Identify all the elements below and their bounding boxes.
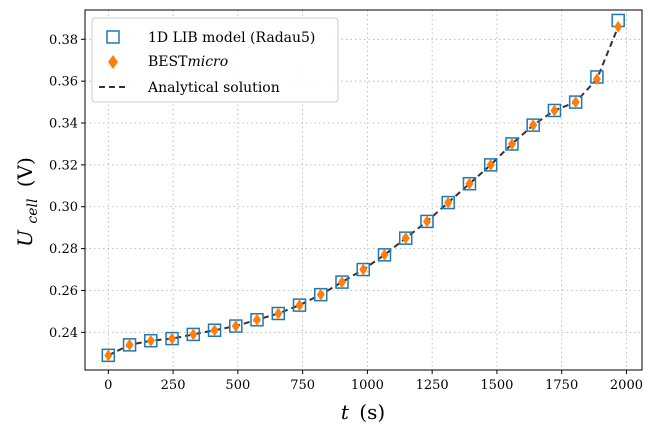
legend: 1D LIB model (Radau5) BESTmicro Analytic… bbox=[91, 17, 339, 103]
x-axis-label: t (s) bbox=[341, 400, 385, 424]
legend-label-bestmicro: BESTmicro bbox=[148, 54, 228, 70]
bestmicro-point bbox=[125, 338, 134, 351]
bestmicro-point bbox=[592, 73, 601, 86]
y-tick-label: 0.34 bbox=[49, 117, 78, 132]
x-axis-unit: (s) bbox=[359, 400, 385, 424]
y-axis-label: U cell (V) bbox=[13, 157, 42, 247]
legend-square-icon bbox=[106, 30, 120, 44]
bestmicro-point bbox=[295, 299, 304, 312]
x-tick-label: 1000 bbox=[351, 378, 384, 393]
bestmicro-point bbox=[146, 334, 155, 347]
radau5-markers bbox=[101, 13, 625, 363]
y-axis-ticks: 0.24 0.26 0.28 0.30 0.32 0.34 0.36 0.38 bbox=[49, 33, 85, 341]
y-axis-symbol: U bbox=[13, 229, 37, 247]
bestmicro-point bbox=[507, 137, 516, 150]
x-tick-label: 2000 bbox=[610, 378, 643, 393]
bestmicro-point bbox=[337, 276, 346, 289]
x-tick-label: 1500 bbox=[480, 378, 513, 393]
y-tick-label: 0.30 bbox=[49, 200, 78, 215]
legend-box bbox=[91, 17, 339, 103]
x-tick-label: 1250 bbox=[416, 378, 449, 393]
bestmicro-point bbox=[210, 324, 219, 337]
bestmicro-point bbox=[486, 158, 495, 171]
plot-frame bbox=[84, 9, 643, 371]
bestmicro-point bbox=[359, 263, 368, 276]
bestmicro-point bbox=[550, 104, 559, 117]
bestmicro-point bbox=[529, 119, 538, 132]
bestmicro-point bbox=[316, 288, 325, 301]
bestmicro-point bbox=[253, 313, 262, 326]
legend-label-radau5: 1D LIB model (Radau5) bbox=[148, 30, 315, 46]
y-tick-label: 0.28 bbox=[49, 242, 78, 257]
bestmicro-point bbox=[444, 196, 453, 209]
bestmicro-point bbox=[614, 20, 623, 33]
bestmicro-markers bbox=[104, 20, 623, 362]
y-tick-label: 0.32 bbox=[49, 158, 78, 173]
y-axis-unit: (V) bbox=[13, 157, 37, 187]
bestmicro-point bbox=[189, 328, 198, 341]
bestmicro-point bbox=[571, 96, 580, 109]
bestmicro-point bbox=[274, 307, 283, 320]
x-tick-label: 250 bbox=[161, 378, 186, 393]
x-tick-label: 0 bbox=[104, 378, 112, 393]
x-axis-ticks: 0 250 500 750 1000 1250 1500 1750 2000 bbox=[104, 370, 643, 393]
bestmicro-point bbox=[231, 320, 240, 333]
bestmicro-point bbox=[401, 232, 410, 245]
y-tick-label: 0.26 bbox=[49, 284, 78, 299]
x-tick-label: 1750 bbox=[545, 378, 578, 393]
legend-diamond-icon bbox=[108, 55, 118, 69]
bestmicro-point bbox=[465, 177, 474, 190]
bestmicro-point bbox=[422, 215, 431, 228]
bestmicro-point bbox=[168, 332, 177, 345]
legend-label-analytical: Analytical solution bbox=[147, 80, 280, 96]
bestmicro-point bbox=[104, 349, 113, 362]
y-tick-label: 0.38 bbox=[49, 33, 78, 48]
x-tick-label: 750 bbox=[290, 378, 315, 393]
x-tick-label: 500 bbox=[225, 378, 250, 393]
y-tick-label: 0.36 bbox=[49, 75, 78, 90]
x-axis-symbol: t bbox=[341, 400, 350, 424]
y-axis-subscript: cell bbox=[25, 199, 41, 224]
bestmicro-point bbox=[380, 248, 389, 261]
y-tick-label: 0.24 bbox=[49, 326, 78, 341]
